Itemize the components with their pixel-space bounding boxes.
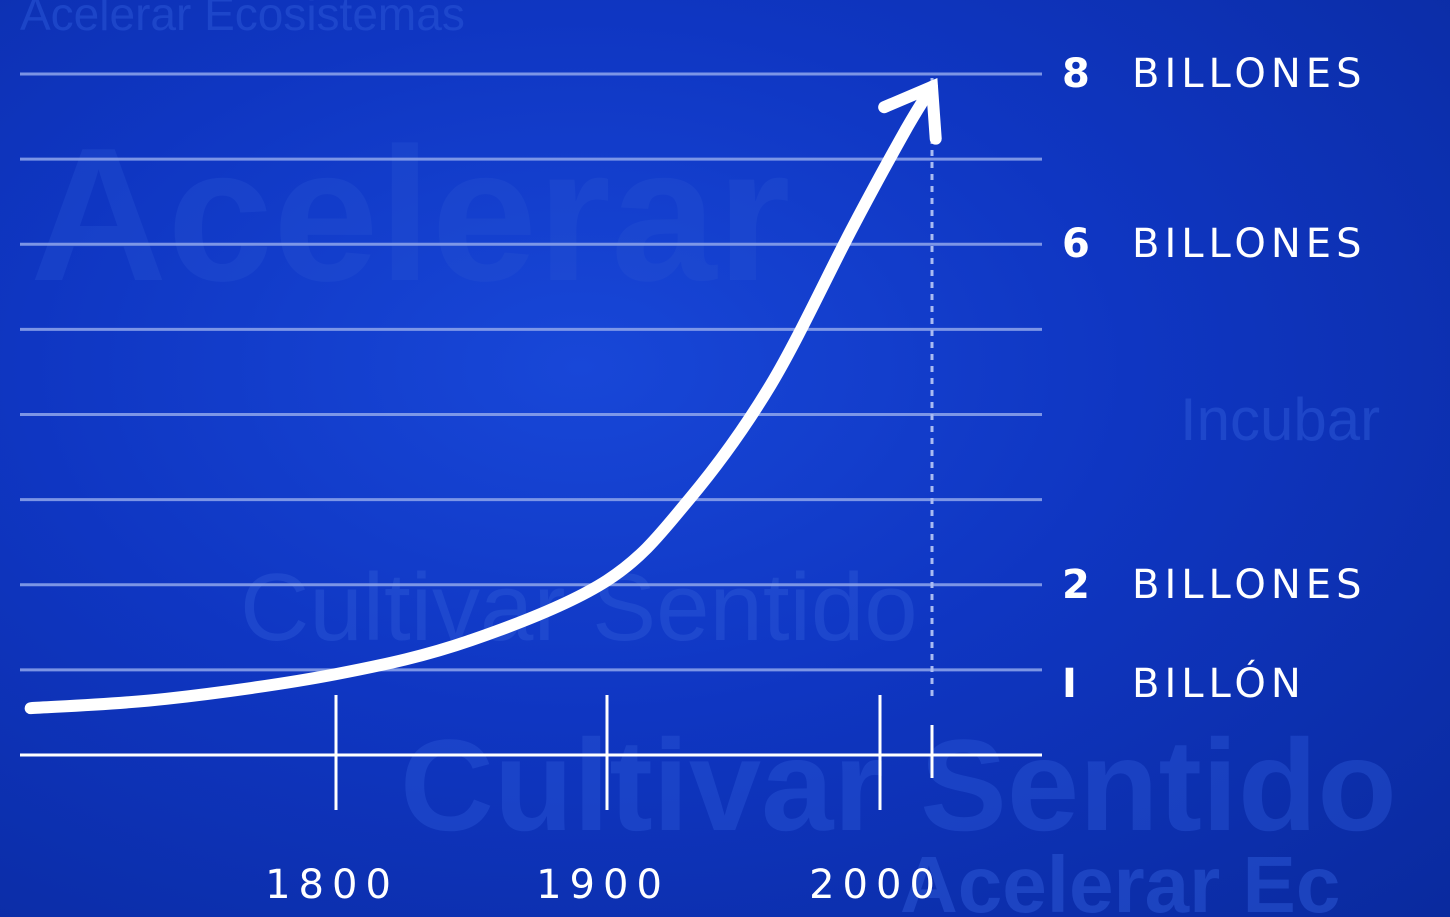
y-tick-unit: BILLONES — [1132, 221, 1367, 268]
x-tick-label: 1900 — [536, 862, 670, 908]
y-tick-unit: BILLÓN — [1132, 660, 1306, 707]
y-tick-value: 6 — [1062, 221, 1090, 268]
watermark-word: Acelerar Ecosistemas — [20, 0, 465, 40]
watermark-word: Acelerar — [30, 109, 791, 321]
watermark-word: Incubar — [1180, 386, 1380, 453]
y-tick-label: 8 BILLONES — [1062, 51, 1366, 97]
y-tick-label: 2 BILLONES — [1062, 562, 1366, 608]
watermark-word: Acelerar Ec — [900, 840, 1340, 917]
y-tick-unit: BILLONES — [1132, 561, 1367, 608]
y-tick-unit: BILLONES — [1132, 51, 1367, 98]
y-tick-label: I BILLÓN — [1062, 661, 1306, 707]
x-tick-label: 2000 — [809, 862, 943, 908]
watermark-word: Cultivar Sentido — [240, 554, 918, 661]
arrowhead — [878, 78, 942, 145]
y-tick-value: 8 — [1062, 51, 1090, 98]
population-curve — [24, 80, 938, 715]
y-tick-value: 2 — [1062, 561, 1090, 608]
watermark-word: Cultivar Sentido — [400, 712, 1397, 858]
y-tick-label: 6 BILLONES — [1062, 221, 1366, 267]
x-tick-label: 1800 — [265, 862, 399, 908]
y-tick-value: I — [1062, 660, 1077, 707]
